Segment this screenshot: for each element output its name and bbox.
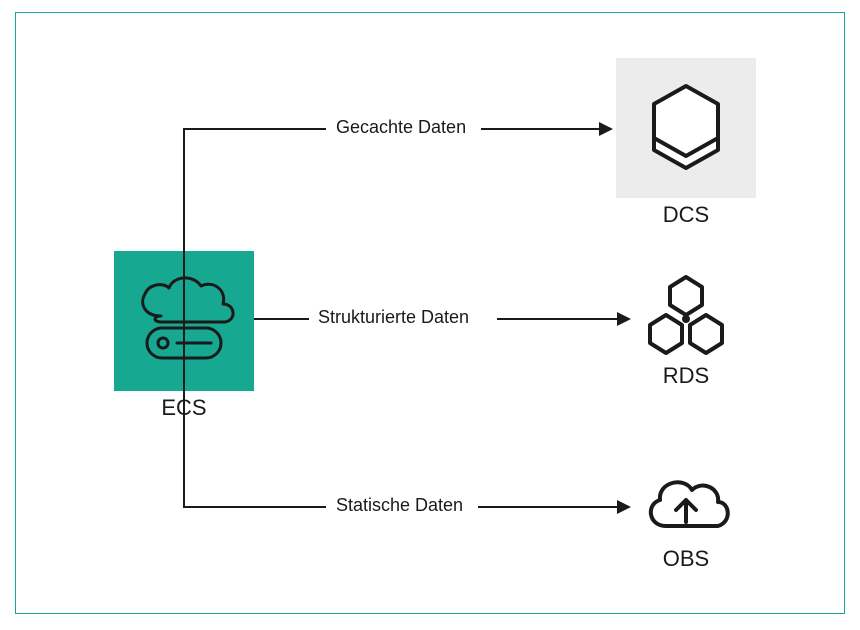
obs-label: OBS [640, 546, 732, 572]
edge-e2-label: Strukturierte Daten [318, 307, 469, 328]
edge-e3-seg1 [183, 506, 326, 508]
edge-e1-label: Gecachte Daten [336, 117, 466, 138]
edge-e3-label: Statische Daten [336, 495, 463, 516]
dcs-box [616, 58, 756, 198]
edge-e3-seg2 [478, 506, 619, 508]
node-obs: OBS [640, 468, 732, 572]
node-dcs: DCS [616, 58, 756, 228]
hexagon-stack-icon [638, 78, 734, 178]
edge-e2-arrow [617, 312, 631, 326]
hexagon-cluster-icon [640, 275, 732, 357]
cloud-upload-icon [640, 468, 732, 540]
edge-e2-seg2 [497, 318, 619, 320]
connector-vertical [183, 128, 185, 508]
edge-e1-arrow [599, 122, 613, 136]
rds-label: RDS [640, 363, 732, 389]
node-rds: RDS [640, 275, 732, 389]
dcs-label: DCS [616, 202, 756, 228]
edge-e1-seg1 [183, 128, 326, 130]
edge-e1-seg2 [481, 128, 601, 130]
diagram-frame: ECS DCS RDS OBS Gecachte Daten [15, 12, 845, 614]
edge-e2-seg1 [254, 318, 309, 320]
edge-e3-arrow [617, 500, 631, 514]
